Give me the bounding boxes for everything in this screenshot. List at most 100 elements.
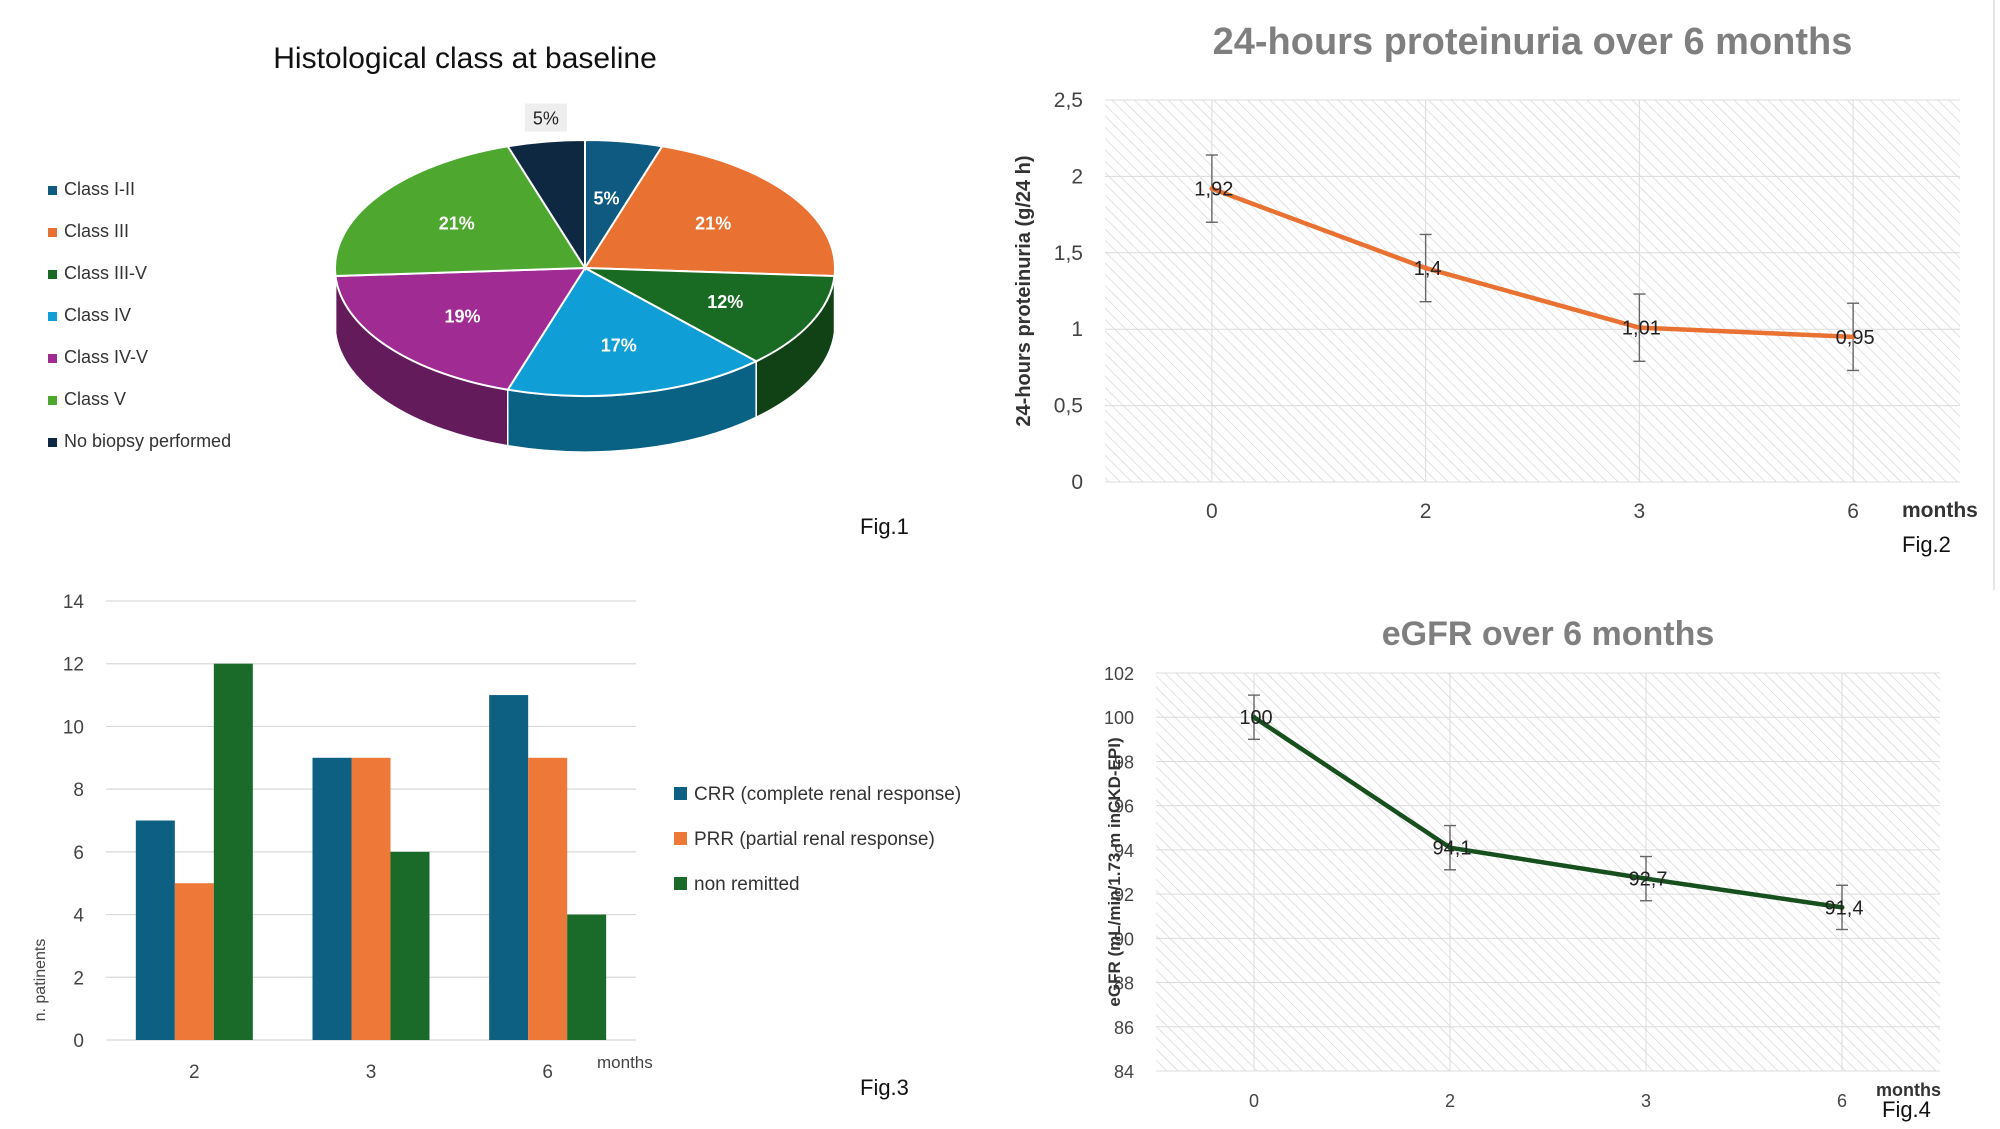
- data-point: [1251, 714, 1257, 720]
- data-label: 1,4: [1414, 258, 1442, 280]
- x-tick-label: 6: [1847, 500, 1859, 523]
- bar-2: [567, 914, 607, 1040]
- y-tick-label: 102: [1104, 664, 1134, 684]
- pie-slice-3: [506, 266, 759, 397]
- legend-swatch: [48, 270, 57, 279]
- y-axis-label: n. patinents: [32, 939, 49, 1022]
- y-tick-label: 90: [1114, 929, 1134, 949]
- data-label: 1,01: [1622, 318, 1661, 340]
- fig3-panel: 0 2 4 6 8 10 12 14 2 3 6 months n. patinents CRR (com…: [0, 570, 1000, 1090]
- pie-data-label: 19%: [445, 307, 481, 327]
- fig1-panel: Histological class at baseline Class I-II…: [0, 0, 960, 560]
- legend-swatch: [48, 312, 57, 321]
- response-bar-chart: 0 2 4 6 8 10 12 14 2 3 6 months n. patinents CRR (com…: [32, 592, 961, 1083]
- y-tick-label: 6: [73, 843, 84, 864]
- legend-swatch: [48, 354, 57, 363]
- data-label: 100: [1239, 707, 1272, 729]
- y-axis-label: 24-hours proteinuria (g/24 h): [1013, 155, 1035, 426]
- data-label: 92,7: [1629, 869, 1668, 891]
- x-axis-label: months: [1876, 1080, 1941, 1100]
- y-tick-label: 96: [1114, 797, 1134, 817]
- y-tick-label: 100: [1104, 708, 1134, 728]
- y-tick-label: 2: [1071, 165, 1083, 188]
- y-tick-label: 0: [73, 1031, 84, 1052]
- data-label: 91,4: [1825, 897, 1864, 919]
- y-tick-label: 84: [1114, 1062, 1134, 1082]
- x-tick-label: 3: [1634, 500, 1646, 523]
- x-axis-label: months: [1902, 499, 1978, 522]
- legend-swatch: [674, 832, 687, 845]
- legend-swatch: [674, 787, 687, 800]
- x-tick-label: 6: [1837, 1091, 1847, 1111]
- fig4-panel: eGFR over 6 months 84 86 88 90 92 94 96 98 100 102…: [1080, 600, 1980, 1120]
- data-point: [1636, 325, 1642, 331]
- y-tick-label: 0,5: [1054, 395, 1083, 418]
- y-tick-label: 92: [1114, 885, 1134, 905]
- data-point: [1643, 876, 1649, 882]
- y-tick-label: 88: [1114, 974, 1134, 994]
- y-tick-label: 86: [1114, 1018, 1134, 1038]
- fig3-label: Fig.3: [860, 1075, 909, 1100]
- y-tick-label: 4: [73, 906, 84, 927]
- bar-1: [528, 757, 568, 1040]
- y-tick-label: 2: [73, 968, 84, 989]
- pie-slices: [334, 138, 836, 397]
- egfr-line-chart: eGFR over 6 months 84 86 88 90 92 94 96 98 100 102…: [1104, 615, 1941, 1111]
- y-tick-label: 98: [1114, 752, 1134, 772]
- series-line: [1252, 715, 1843, 910]
- y-tick-label: 0: [1071, 471, 1083, 494]
- pie-chart: Histological class at baseline Class I-II…: [48, 42, 836, 453]
- series-line: [1211, 186, 1854, 340]
- legend-label: PRR (partial renal response): [694, 829, 935, 850]
- pie-data-label: 12%: [707, 292, 743, 312]
- legend-label: Class IV: [64, 305, 131, 325]
- pie-slice-6: [506, 138, 586, 272]
- y-tick-label: 2,5: [1054, 89, 1083, 112]
- legend-label: non remitted: [694, 874, 800, 895]
- x-tick-label: 6: [542, 1062, 553, 1083]
- plot-area: [1105, 100, 1960, 482]
- pie-data-label: 5%: [594, 188, 620, 208]
- x-tick-label: 0: [1206, 500, 1218, 523]
- pie-data-label: 17%: [601, 335, 637, 355]
- y-tick-label: 12: [63, 655, 84, 676]
- data-point: [1423, 265, 1429, 271]
- pie-data-label: 21%: [439, 213, 475, 233]
- legend-label: Class I-II: [64, 179, 135, 199]
- bar-0: [135, 820, 175, 1040]
- x-axis-label: months: [597, 1053, 653, 1072]
- proteinuria-line-chart: 24-hours proteinuria over 6 months 0 0,5 1 1…: [1013, 21, 1978, 523]
- legend-label: Class III: [64, 221, 129, 241]
- data-point: [1209, 186, 1215, 192]
- pie-slice-5: [334, 145, 587, 278]
- x-tick-label: 3: [366, 1062, 377, 1083]
- x-tick-label: 3: [1641, 1091, 1651, 1111]
- data-label: 94,1: [1433, 838, 1472, 860]
- y-tick-label: 8: [73, 780, 84, 801]
- legend-swatch: [674, 877, 687, 890]
- pie-slice-4: [334, 266, 587, 391]
- legend-swatch: [48, 228, 57, 237]
- pie-slice-2: [584, 267, 836, 363]
- y-axis-label: eGFR (mL/min/1.73 m inCKD-EPI): [1105, 737, 1124, 1006]
- x-tick-label: 2: [189, 1062, 200, 1083]
- pie-data-label: 5%: [533, 109, 559, 129]
- y-tick-label: 10: [63, 717, 84, 738]
- legend-label: CRR (complete renal response): [694, 784, 961, 805]
- bar-2: [390, 851, 430, 1040]
- pie-slice-1: [583, 145, 836, 278]
- fig4-label: Fig.4: [1882, 1097, 1931, 1122]
- fig2-label: Fig.2: [1902, 532, 1951, 557]
- legend-label: Class III-V: [64, 263, 147, 283]
- y-tick-label: 14: [63, 592, 85, 613]
- data-label: 1,92: [1194, 179, 1233, 201]
- x-tick-label: 2: [1445, 1091, 1455, 1111]
- chart-title: eGFR over 6 months: [1382, 615, 1715, 653]
- data-point: [1839, 904, 1845, 910]
- bar-0: [489, 695, 529, 1040]
- pie-title: Histological class at baseline: [273, 42, 657, 75]
- x-tick-label: 0: [1249, 1091, 1259, 1111]
- chart-title: 24-hours proteinuria over 6 months: [1213, 21, 1853, 63]
- legend-label: No biopsy performed: [64, 431, 231, 451]
- vertical-divider: [1993, 0, 1995, 590]
